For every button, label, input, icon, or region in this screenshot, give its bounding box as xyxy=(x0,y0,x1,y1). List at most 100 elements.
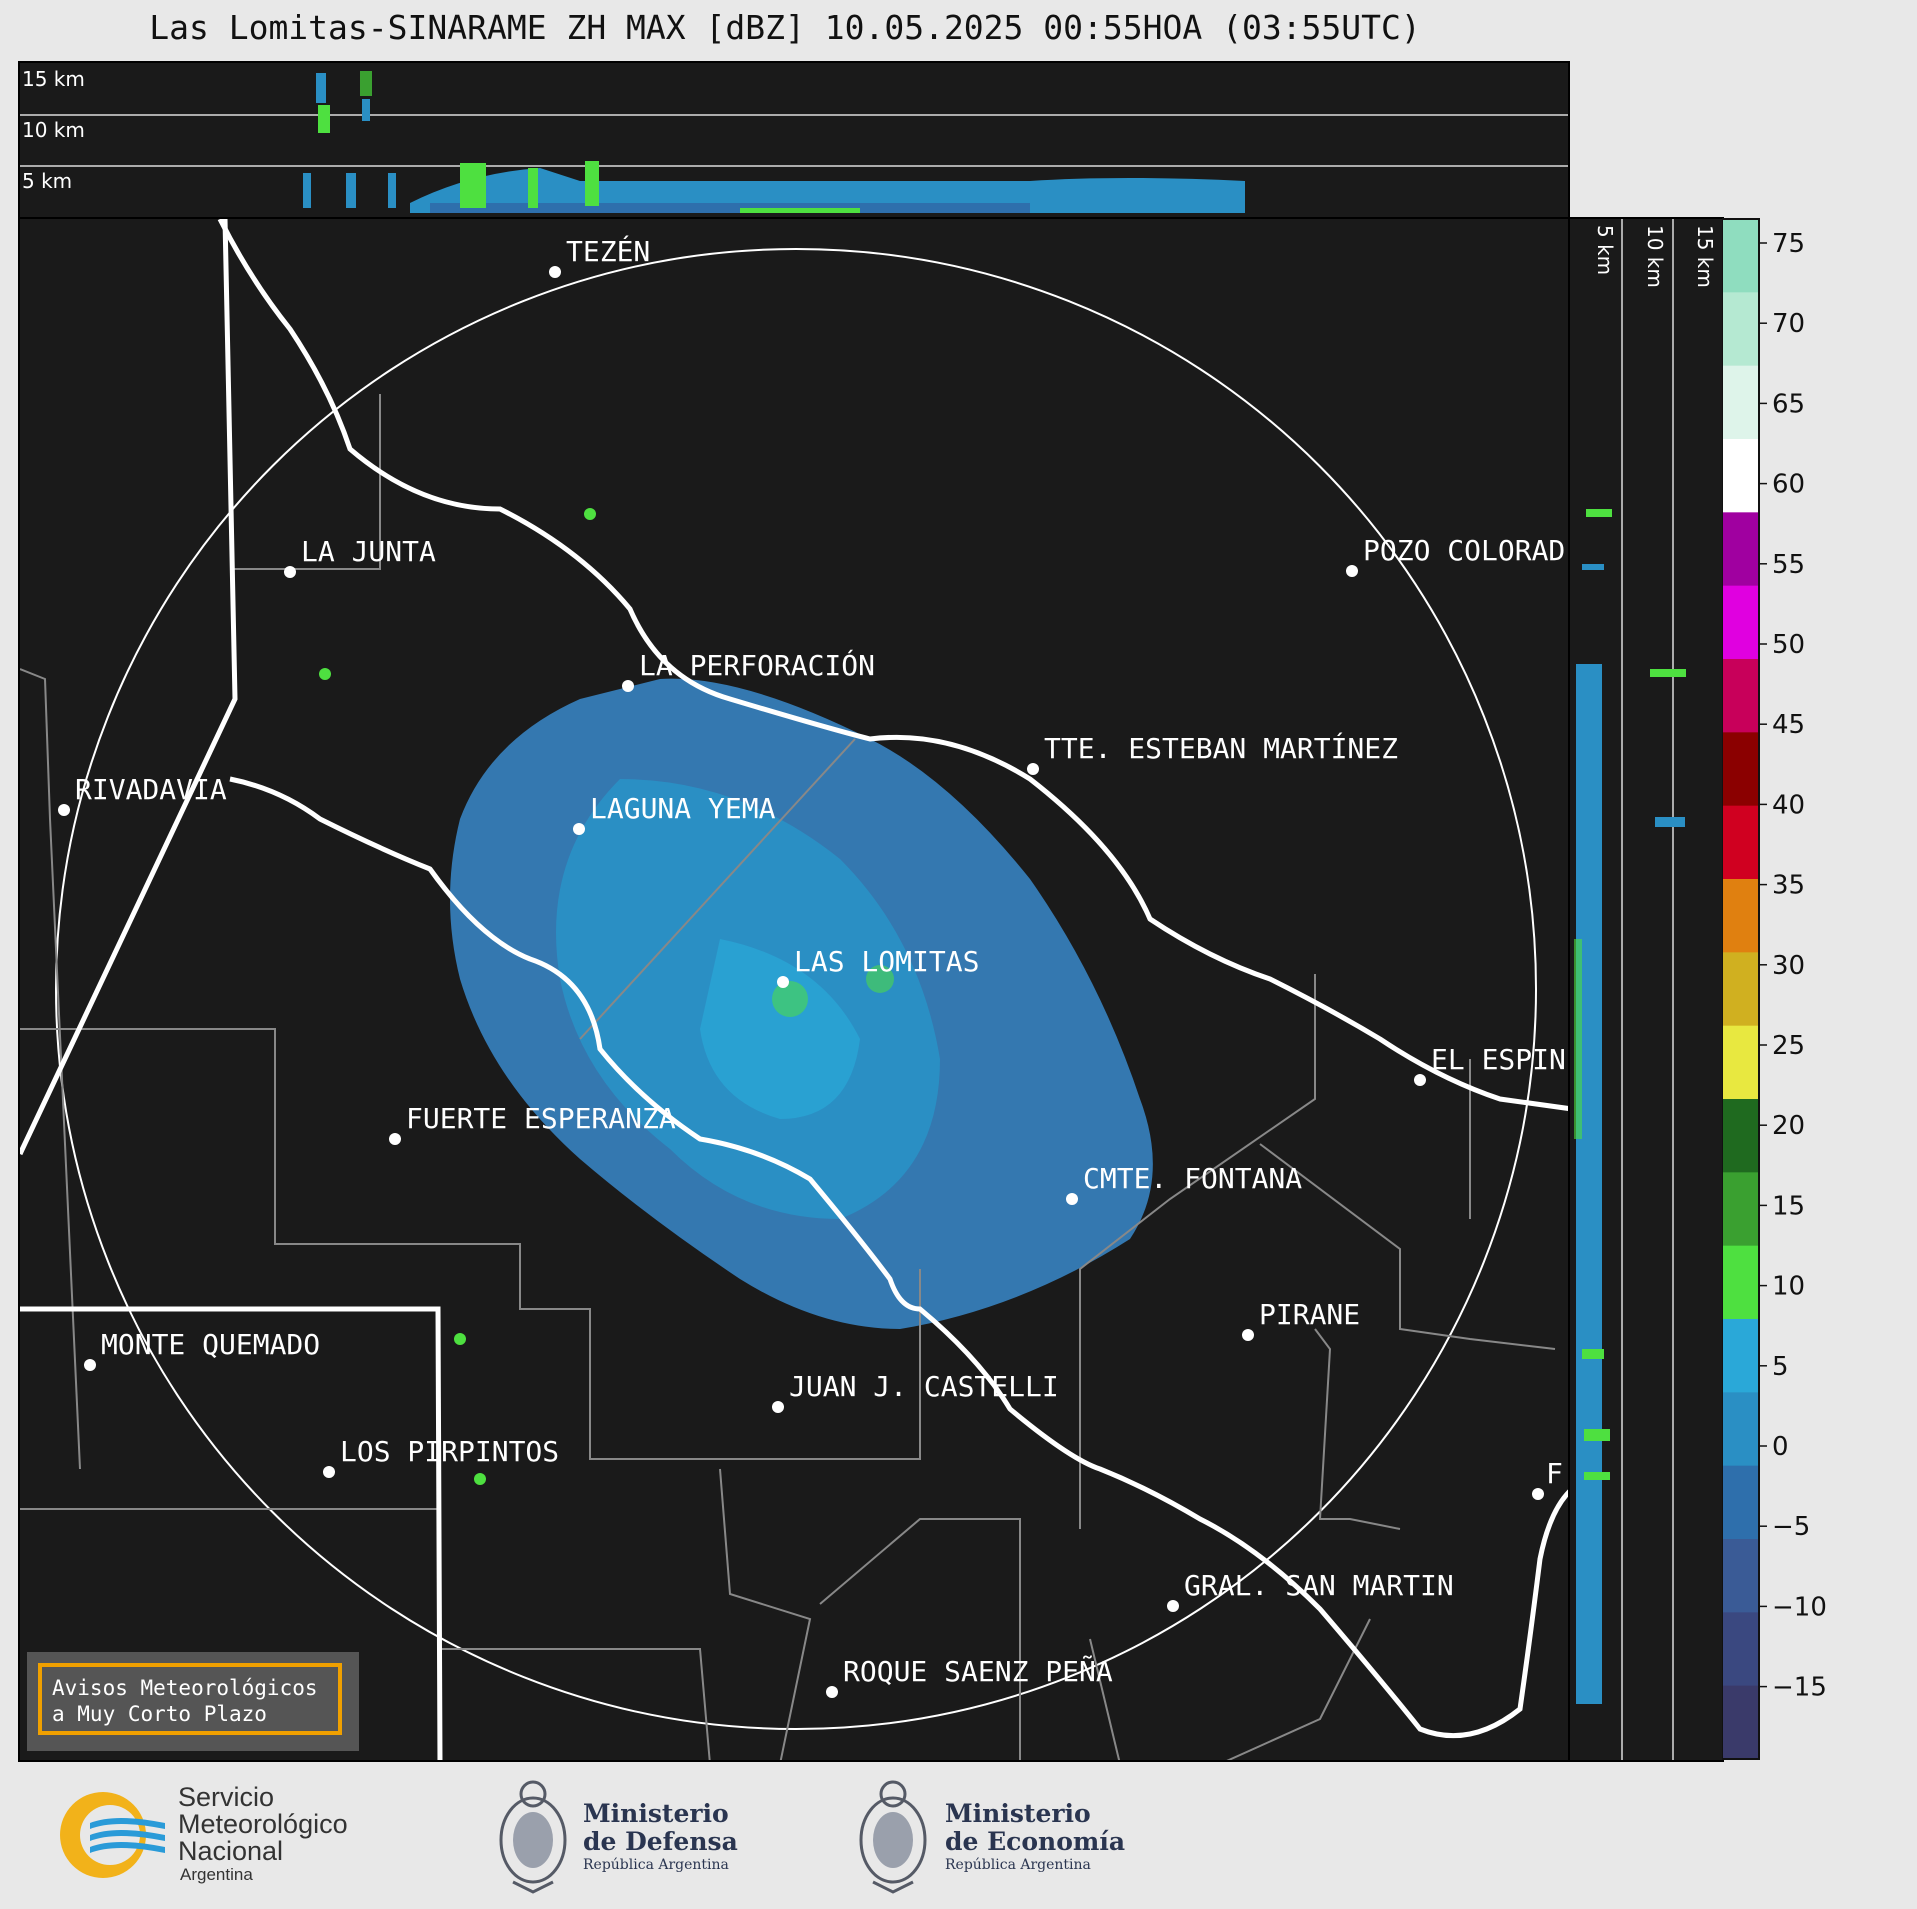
colorbar-tick-label: 45 xyxy=(1772,710,1805,740)
defensa-line3: República Argentina xyxy=(583,1857,729,1873)
colorbar-tick-label: 55 xyxy=(1772,550,1805,580)
colorbar-tick-label: 0 xyxy=(1772,1432,1789,1462)
height-label-5km: 5 km xyxy=(22,169,72,193)
economia-line2: de Economía xyxy=(945,1827,1126,1856)
colorbar-swatch xyxy=(1722,805,1759,880)
smn-name-line1: Servicio xyxy=(178,1782,275,1812)
city-label-rivadavia: RIVADAVIA xyxy=(75,773,227,806)
city-dot-fuerte-esperanza xyxy=(389,1133,401,1145)
colorbar-swatch xyxy=(1722,659,1759,733)
badge-line-2: a Muy Corto Plazo xyxy=(52,1702,267,1726)
city-dot-la-perforacion xyxy=(622,680,634,692)
economia-coat-of-arms-icon xyxy=(859,1780,927,1894)
radar-map: TEZÉN LA JUNTA POZO COLORAD LA PERFORACI… xyxy=(18,217,1570,1762)
city-label-juan-j-castelli: JUAN J. CASTELLI xyxy=(789,1370,1059,1403)
city-dot-el-espinillo xyxy=(1414,1074,1426,1086)
colorbar-swatch xyxy=(1722,1539,1759,1613)
defensa-line1: Ministerio xyxy=(583,1799,729,1828)
city-label-los-pirpintos: LOS PIRPINTOS xyxy=(340,1435,559,1468)
colorbar-swatch xyxy=(1722,365,1759,440)
city-label-tezen: TEZÉN xyxy=(566,234,650,268)
colorbar-tick-label: −10 xyxy=(1772,1592,1827,1622)
city-label-roque-saenz-pena: ROQUE SAENZ PEÑA xyxy=(843,1654,1113,1688)
city-label-pirane: PIRANE xyxy=(1259,1298,1360,1331)
province-borders xyxy=(20,219,1568,1760)
city-dot-monte-quemado xyxy=(84,1359,96,1371)
height-label-10km-right: 10 km xyxy=(1643,225,1667,288)
colorbar-swatch xyxy=(1722,219,1759,293)
city-label-pozo-colorado: POZO COLORAD xyxy=(1363,534,1565,567)
smn-name-line4: Argentina xyxy=(180,1865,253,1884)
height-label-15km: 15 km xyxy=(22,67,85,91)
top-echo-profile xyxy=(303,71,1245,213)
right-height-profile: 5 km 10 km 15 km xyxy=(1568,217,1724,1762)
height-label-10km: 10 km xyxy=(22,118,85,142)
city-label-cmte-fontana: CMTE. FONTANA xyxy=(1083,1162,1302,1195)
colorbar-tick-label: 40 xyxy=(1772,790,1805,820)
city-dot-las-lomitas xyxy=(777,976,789,988)
warnings-badge[interactable]: Avisos Meteorológicos a Muy Corto Plazo xyxy=(27,1652,359,1751)
city-dot-laguna-yema xyxy=(573,823,585,835)
colorbar-swatch xyxy=(1722,1099,1759,1173)
right-echo-profile xyxy=(1574,509,1686,1704)
city-dot-roque-saenz-pena xyxy=(826,1686,838,1698)
colorbar-tick-label: 75 xyxy=(1772,229,1805,259)
colorbar-tick-label: 30 xyxy=(1772,951,1805,981)
colorbar-tick-label: 25 xyxy=(1772,1031,1805,1061)
colorbar-swatch xyxy=(1722,879,1759,953)
colorbar-swatch xyxy=(1722,512,1759,587)
city-label-gral-san-martin: GRAL. SAN MARTIN xyxy=(1184,1569,1454,1602)
colorbar-swatch xyxy=(1722,732,1759,807)
city-label-las-lomitas: LAS LOMITAS xyxy=(794,945,979,978)
colorbar-swatch xyxy=(1722,585,1759,660)
colorbar-swatch xyxy=(1722,1245,1759,1320)
colorbar-tick-label: 70 xyxy=(1772,309,1805,339)
city-dot-tezen xyxy=(549,266,561,278)
colorbar-tick-label: 10 xyxy=(1772,1272,1805,1302)
city-dot-rivadavia xyxy=(58,804,70,816)
defensa-coat-of-arms-icon xyxy=(499,1780,567,1894)
top-height-profile: 15 km 10 km 5 km xyxy=(18,61,1570,219)
economia-line3: República Argentina xyxy=(945,1857,1091,1873)
colorbar-swatch xyxy=(1722,1612,1759,1687)
defensa-line2: de Defensa xyxy=(583,1827,738,1856)
colorbar-swatch xyxy=(1722,1465,1759,1540)
colorbar-swatch xyxy=(1722,1319,1759,1393)
colorbar-swatch xyxy=(1722,439,1759,513)
map-title: Las Lomitas-SINARAME ZH MAX [dBZ] 10.05.… xyxy=(149,8,1421,47)
colorbar-swatch xyxy=(1722,1025,1759,1100)
colorbar-swatch xyxy=(1722,952,1759,1027)
city-dot-juan-j-castelli xyxy=(772,1401,784,1413)
city-dot-cmte-fontana xyxy=(1066,1193,1078,1205)
city-dot-tte-esteban-martinez xyxy=(1027,763,1039,775)
radar-echo xyxy=(319,508,1153,1485)
city-label-tte-esteban-martinez: TTE. ESTEBAN MARTÍNEZ xyxy=(1044,731,1398,765)
city-label-fuerte-esperanza: FUERTE ESPERANZA xyxy=(406,1102,676,1135)
colorbar: 75 70 65 60 55 50 45 40 35 30 25 20 15 10 5 0 −5 −10 −15 xyxy=(1722,217,1917,1762)
smn-logo-icon xyxy=(60,1792,165,1878)
colorbar-tick-label: 60 xyxy=(1772,470,1805,500)
colorbar-tick-label: 20 xyxy=(1772,1111,1805,1141)
city-dot-gral-san-martin xyxy=(1167,1600,1179,1612)
city-label-el-espinillo: EL ESPIN xyxy=(1431,1043,1566,1076)
colorbar-tick-label: −5 xyxy=(1772,1512,1810,1542)
range-ring xyxy=(55,248,1537,1730)
city-dot-pozo-colorado xyxy=(1346,565,1358,577)
city-label-formosa: F xyxy=(1546,1457,1563,1490)
city-label-la-junta: LA JUNTA xyxy=(301,535,436,568)
colorbar-tick-label: 65 xyxy=(1772,389,1805,419)
badge-line-1: Avisos Meteorológicos xyxy=(52,1676,318,1700)
smn-name-line2: Meteorológico xyxy=(178,1809,348,1839)
colorbar-tick-label: −15 xyxy=(1772,1673,1827,1703)
colorbar-tick-label: 15 xyxy=(1772,1191,1805,1221)
smn-name-line3: Nacional xyxy=(178,1836,284,1866)
colorbar-swatch xyxy=(1722,1172,1759,1247)
economia-line1: Ministerio xyxy=(945,1799,1091,1828)
city-label-la-perforacion: LA PERFORACIÓN xyxy=(639,648,875,682)
city-markers: TEZÉN LA JUNTA POZO COLORAD LA PERFORACI… xyxy=(58,234,1566,1698)
colorbar-tick-label: 35 xyxy=(1772,871,1805,901)
warnings-badge-frame: Avisos Meteorológicos a Muy Corto Plazo xyxy=(38,1663,342,1735)
city-label-monte-quemado: MONTE QUEMADO xyxy=(101,1328,320,1361)
colorbar-tick-label: 50 xyxy=(1772,630,1805,660)
colorbar-tick-label: 5 xyxy=(1772,1352,1789,1382)
